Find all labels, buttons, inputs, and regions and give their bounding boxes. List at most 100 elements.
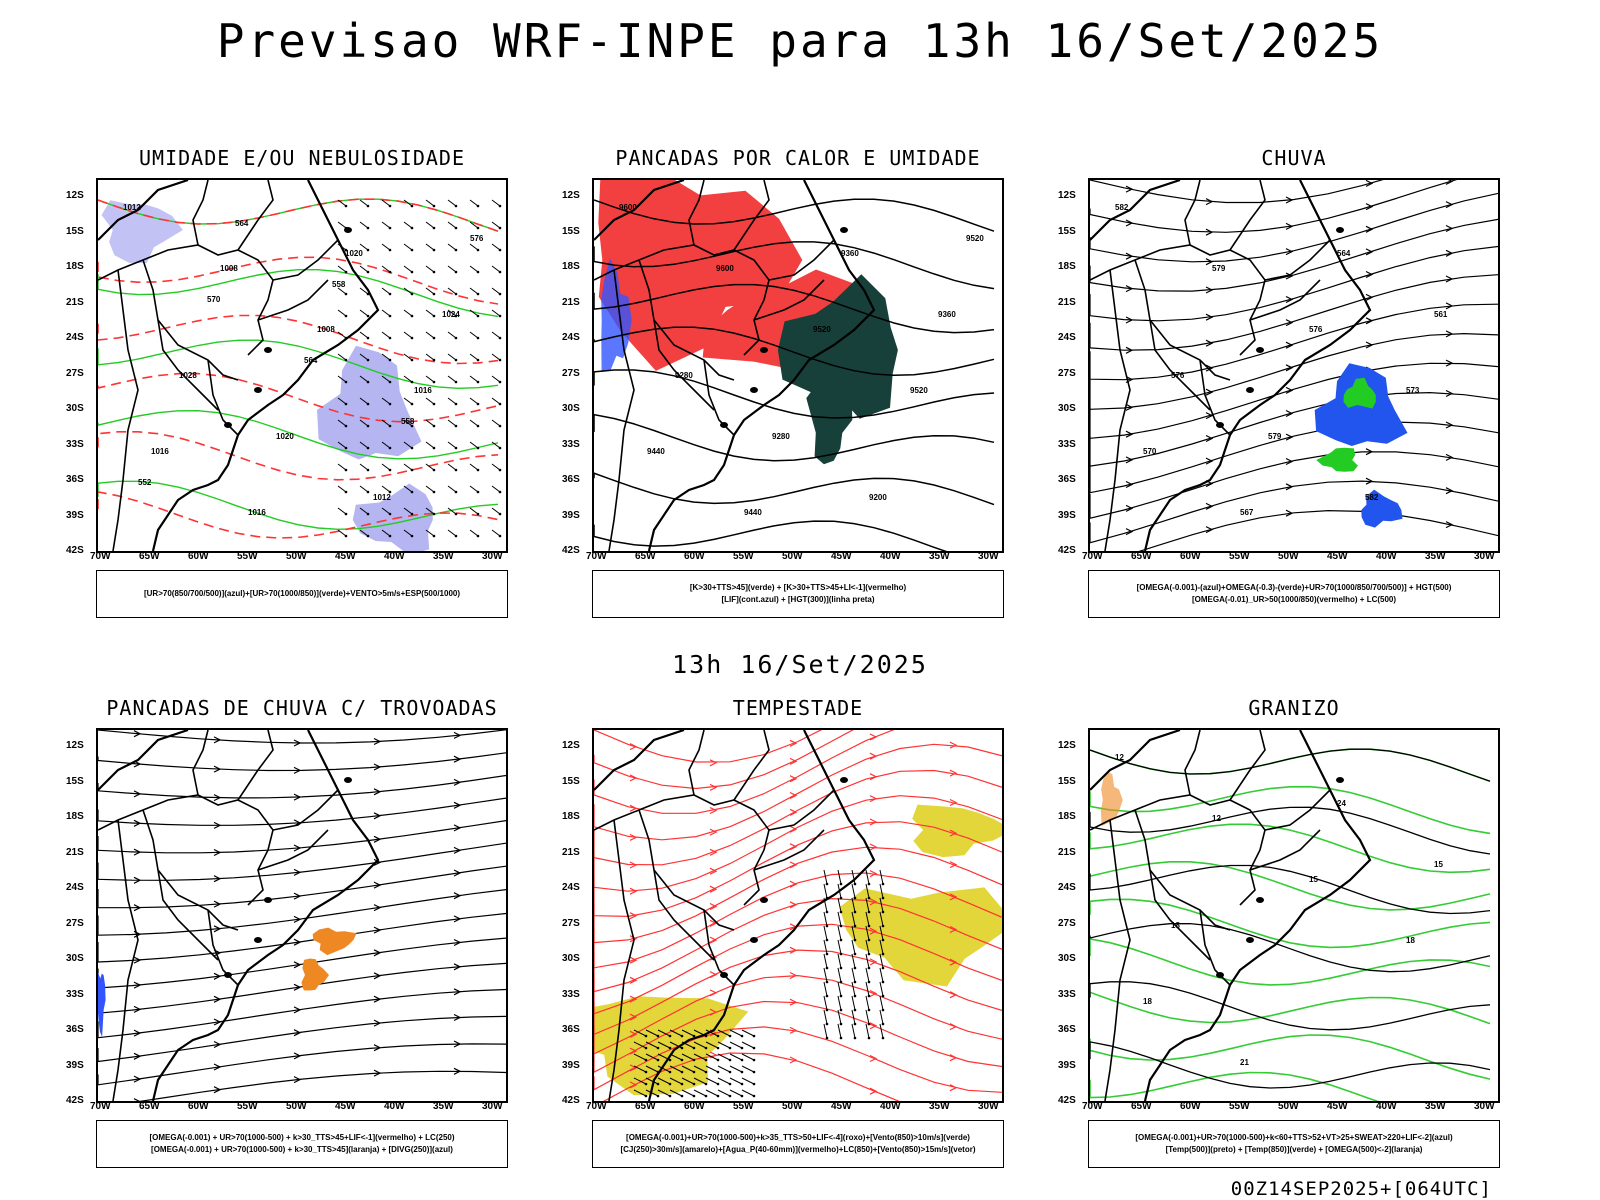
model-run-stamp: 00Z14SEP2025+[064UTC] [1230, 1178, 1492, 1200]
map-pancadas-trovoadas [96, 728, 508, 1103]
latitude-label: 21S [1058, 296, 1076, 308]
longitude-label: 60W [1180, 1101, 1201, 1112]
latitude-label: 27S [66, 917, 84, 929]
latitude-label: 27S [1058, 917, 1076, 929]
latitude-label: 27S [562, 367, 580, 379]
longitude-label: 45W [1327, 551, 1348, 562]
contour-label: 576 [1309, 325, 1323, 334]
longitude-label: 70W [1082, 1101, 1103, 1112]
contour-label: 9600 [716, 264, 734, 273]
contour-label: 582 [1365, 493, 1379, 502]
latitude-label: 42S [562, 545, 580, 556]
longitude-label: 65W [1131, 1101, 1152, 1112]
contour-label: 564 [235, 219, 249, 228]
latitude-label: 39S [66, 1059, 84, 1071]
legend-line: [UR>70(850/700/500)](azul)+[UR>70(1000/8… [143, 589, 461, 598]
latitude-label: 24S [66, 882, 84, 893]
latitude-label: 39S [66, 509, 84, 521]
longitude-label: 30W [978, 551, 999, 562]
legend-chuva: [OMEGA(-0.001)-(azul)+OMEGA(-0.3)-(verde… [1088, 570, 1500, 618]
latitude-label: 30S [1058, 953, 1076, 964]
latitude-label: 33S [1058, 988, 1076, 1000]
map-canvas: 582 579 576 573 570 567 564 561 576 579 582 [1090, 180, 1498, 551]
contour-label: 564 [1337, 249, 1351, 258]
contour-label: 1020 [345, 249, 363, 258]
longitude-label: 60W [188, 551, 209, 562]
latitude-label: 15S [1058, 225, 1076, 237]
contour-label: 9600 [619, 203, 637, 212]
map-canvas [594, 730, 1002, 1101]
longitude-label: 65W [139, 1101, 160, 1112]
latitude-label: 30S [66, 403, 84, 414]
latitude-label: 15S [66, 225, 84, 237]
map-umidade: 1012 1008 1008 1016 1016 1016 1020 1024 1028 1020… [96, 178, 508, 553]
contour-label: 9440 [744, 508, 762, 517]
contour-label: 567 [1240, 508, 1254, 517]
latitude-label: 18S [1058, 261, 1076, 272]
latitude-label: 33S [562, 988, 580, 1000]
latitude-label: 15S [562, 775, 580, 787]
longitude-label: 35W [433, 1101, 454, 1112]
longitude-label: 70W [586, 1101, 607, 1112]
latitude-label: 39S [562, 1059, 580, 1071]
legend-line: [OMEGA(-0.001)+UR>70(1000-500)+k>35_TTS>… [626, 1133, 970, 1142]
longitude-label: 70W [90, 551, 111, 562]
map-granizo: 12 12 15 18 18 21 24 15 18 [1088, 728, 1500, 1103]
latitude-label: 39S [562, 509, 580, 521]
latitude-label: 15S [562, 225, 580, 237]
longitude-label: 50W [286, 551, 307, 562]
contour-label: 552 [138, 478, 152, 487]
longitude-label: 70W [586, 551, 607, 562]
legend-tempestade: [OMEGA(-0.001)+UR>70(1000-500)+k>35_TTS>… [592, 1120, 1004, 1168]
latitude-label: 36S [1058, 1024, 1076, 1035]
legend-line: [CJ(250)>30m/s](amarelo)+[Agua_P(40-60mm… [620, 1145, 976, 1154]
longitude-label: 45W [335, 1101, 356, 1112]
latitude-label: 21S [1058, 846, 1076, 858]
longitude-label: 40W [384, 551, 405, 562]
legend-line: [OMEGA(-0.01)_UR>50(1000/850)(vermelho) … [1191, 595, 1397, 604]
longitude-label: 65W [1131, 551, 1152, 562]
longitude-label: 55W [1229, 1101, 1250, 1112]
latitude-label: 12S [1058, 740, 1076, 751]
longitude-label: 55W [733, 551, 754, 562]
latitude-label: 33S [66, 988, 84, 1000]
latitude-label: 39S [1058, 1059, 1076, 1071]
longitude-label: 40W [384, 1101, 405, 1112]
latitude-label: 12S [562, 190, 580, 201]
longitude-label: 65W [635, 1101, 656, 1112]
contour-label: 558 [401, 417, 415, 426]
contour-label: 9520 [910, 386, 928, 395]
longitude-label: 70W [1082, 551, 1103, 562]
latitude-label: 24S [1058, 882, 1076, 893]
longitude-label: 30W [482, 1101, 503, 1112]
latitude-label: 30S [66, 953, 84, 964]
latitude-label: 15S [1058, 775, 1076, 787]
longitude-label: 55W [733, 1101, 754, 1112]
contour-label: 1016 [151, 447, 169, 456]
contour-label: 12 [1212, 814, 1221, 823]
map-canvas: 9600 9600 9520 9520 9440 9440 9360 9360 9280 9280… [594, 180, 995, 551]
panel-title: GRANIZO [1248, 696, 1340, 720]
latitude-label: 15S [66, 775, 84, 787]
longitude-label: 30W [1474, 1101, 1495, 1112]
legend-line: [OMEGA(-0.001) + UR>70(1000-500) + k>30_… [149, 1133, 455, 1142]
contour-label: 15 [1434, 860, 1443, 869]
panel-title: PANCADAS DE CHUVA C/ TROVOADAS [106, 696, 498, 720]
latitude-label: 18S [562, 811, 580, 822]
latitude-label: 30S [562, 953, 580, 964]
legend-line: [OMEGA(-0.001)+UR>70(1000-500)+k<60+TTS>… [1135, 1133, 1453, 1142]
latitude-label: 21S [66, 846, 84, 858]
longitude-label: 35W [1425, 551, 1446, 562]
latitude-label: 12S [562, 740, 580, 751]
contour-label: 561 [1434, 310, 1448, 319]
latitude-label: 39S [1058, 509, 1076, 521]
legend-pancadas-calor: [K>30+TTS>45](verde) + [K>30+TTS>45+LI<-… [592, 570, 1004, 618]
latitude-label: 27S [562, 917, 580, 929]
map-chuva: 582 579 576 573 570 567 564 561 576 579 582 [1088, 178, 1500, 553]
contour-label: 15 [1309, 875, 1318, 884]
latitude-label: 42S [562, 1095, 580, 1106]
longitude-label: 60W [1180, 551, 1201, 562]
longitude-label: 50W [1278, 551, 1299, 562]
contour-label: 9280 [772, 432, 790, 441]
latitude-label: 24S [1058, 332, 1076, 343]
